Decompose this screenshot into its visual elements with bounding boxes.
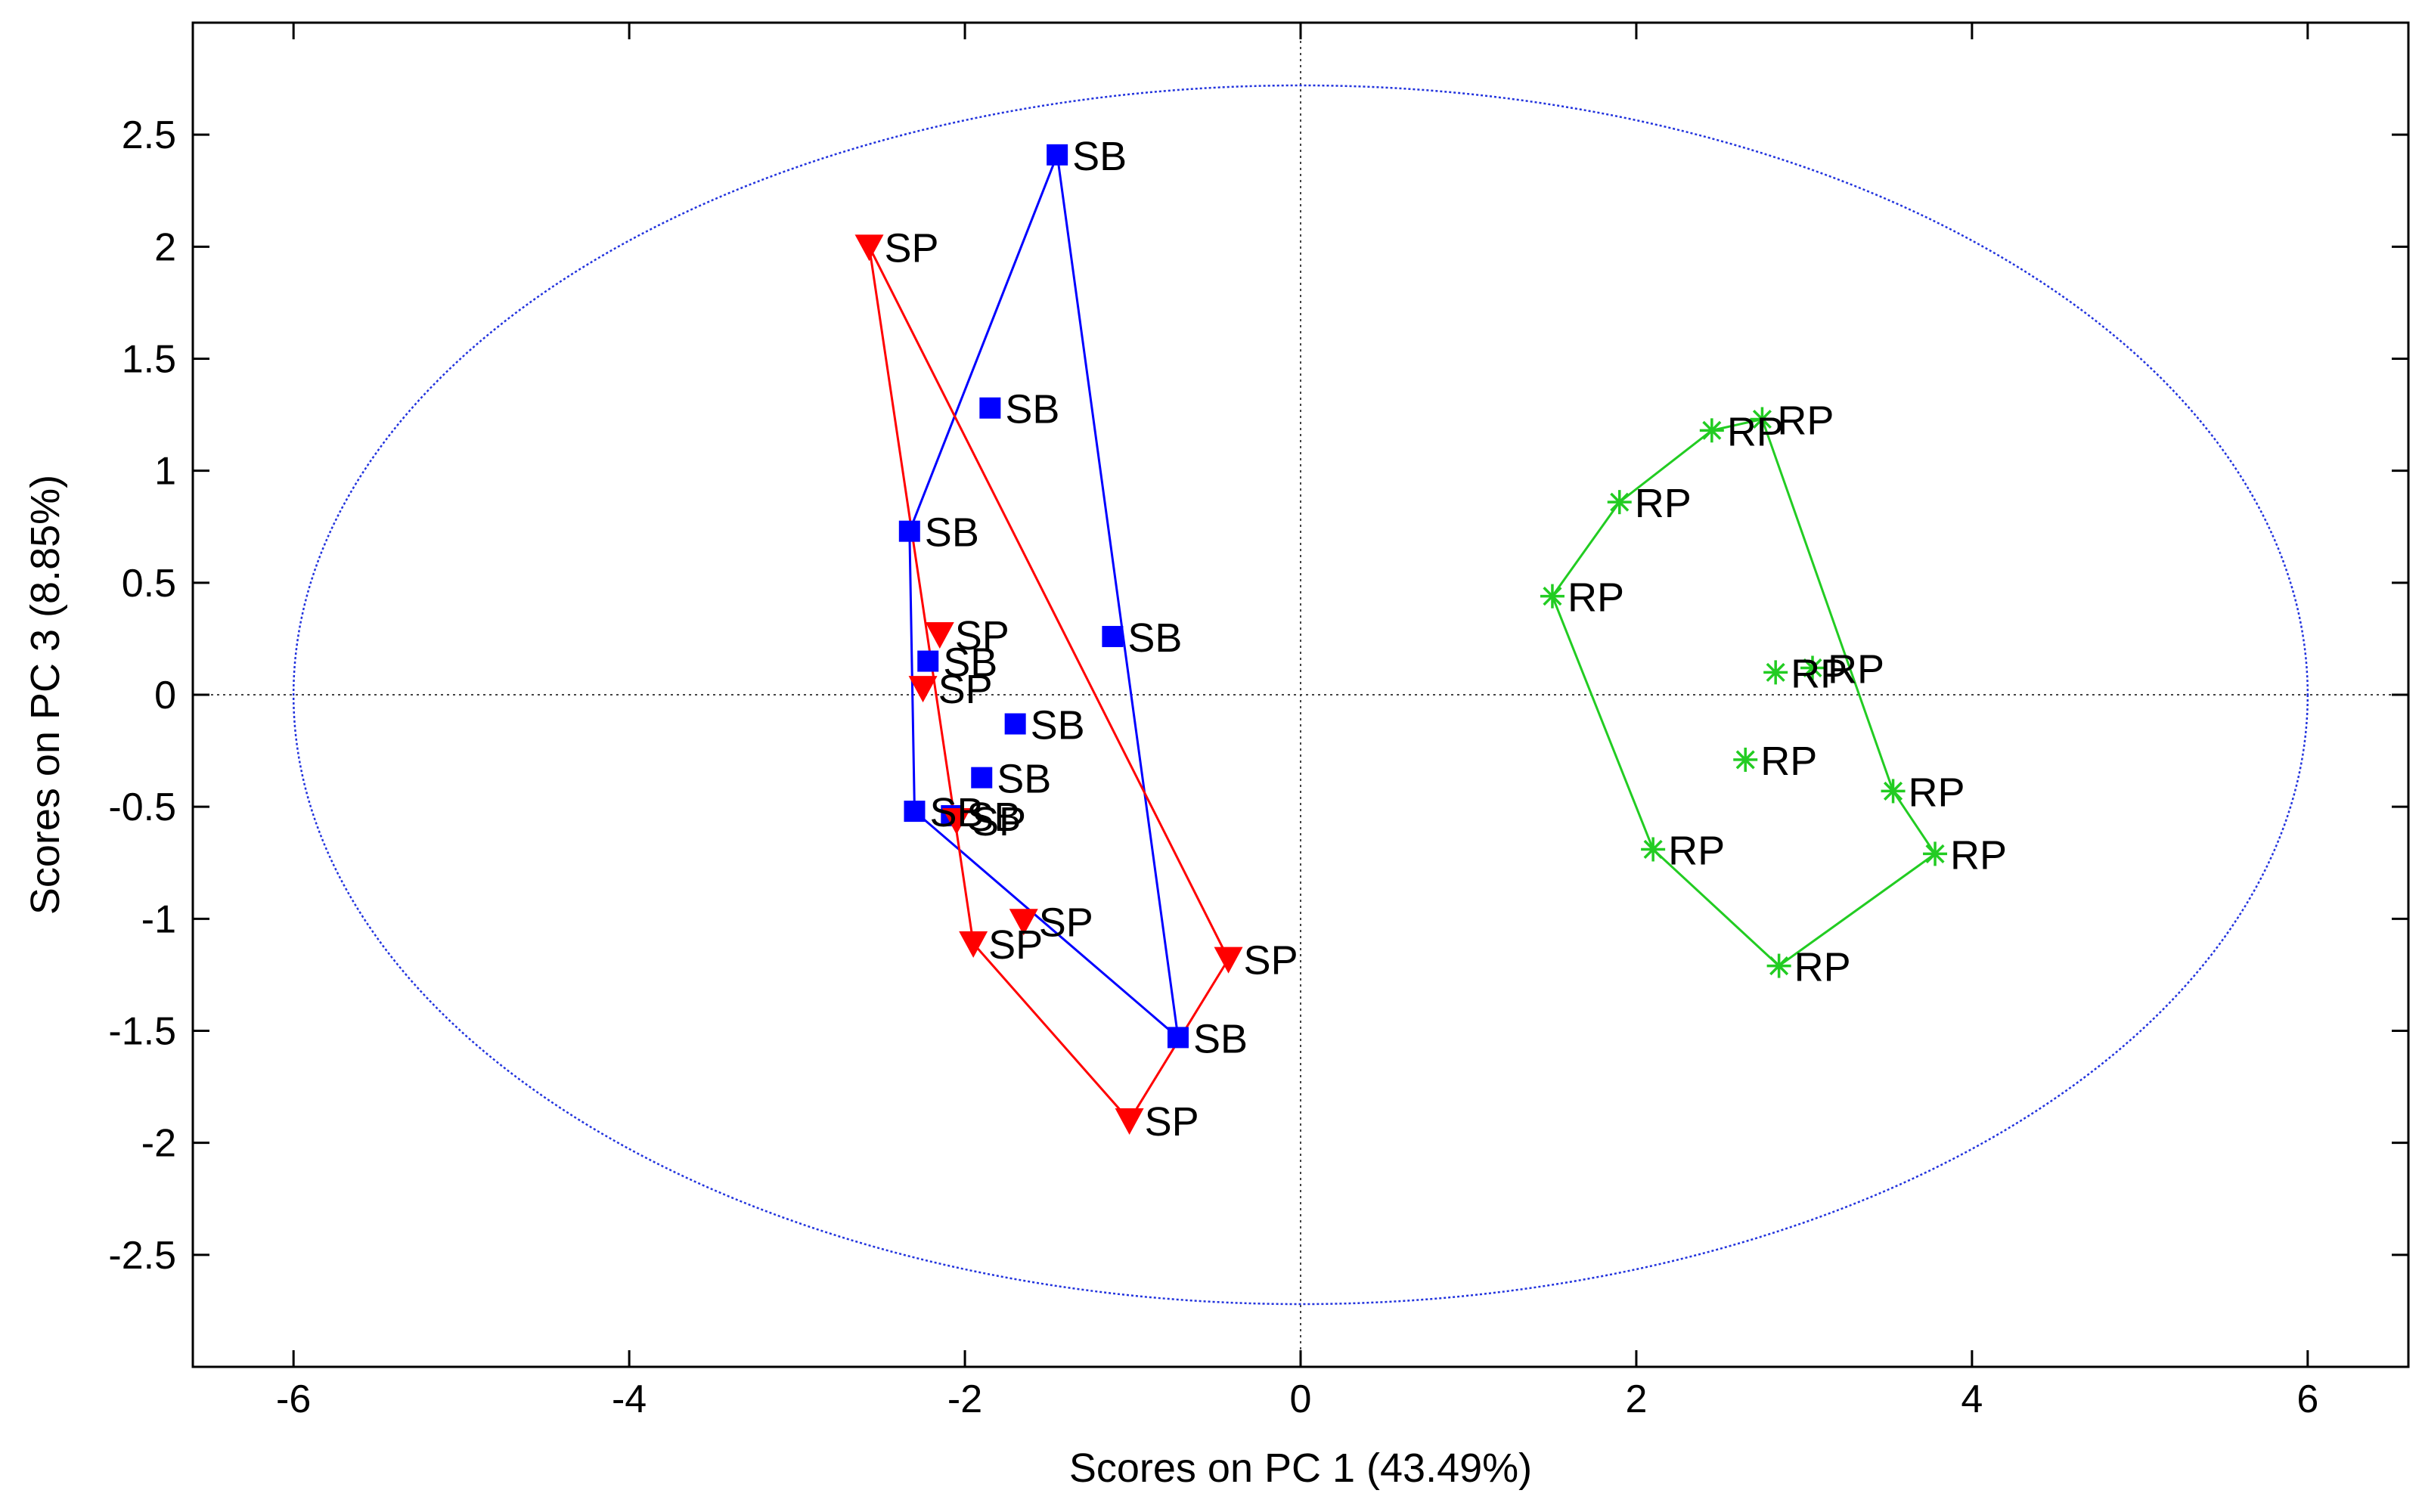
x-tick-label: 0 <box>1290 1377 1312 1421</box>
y-axis-title: Scores on PC 3 (8.85%) <box>23 475 68 915</box>
sb-point-label: SB <box>997 757 1051 802</box>
rp-point-marker <box>1766 953 1791 978</box>
x-tick-label: 2 <box>1625 1377 1647 1421</box>
rp-point-label: RP <box>1828 646 1884 692</box>
sb-point-label: SB <box>1005 387 1059 432</box>
sp-point-marker <box>941 807 971 835</box>
sp-point-marker <box>854 234 884 262</box>
sb-point-label: SB <box>1031 703 1085 748</box>
rp-point-label: RP <box>1794 945 1851 990</box>
rp-point-marker <box>1607 490 1632 515</box>
sp-point-label: SP <box>988 922 1043 968</box>
rp-point-marker <box>1540 584 1565 609</box>
y-tick-label: -0.5 <box>108 785 176 829</box>
sb-point-marker <box>971 767 993 789</box>
sp-point-marker <box>908 676 938 703</box>
y-tick-label: 2 <box>154 225 176 269</box>
sp-point-label: SP <box>1039 900 1093 945</box>
sp-point-marker <box>1009 909 1038 936</box>
rp-point-label: RP <box>1568 575 1624 621</box>
rp-point-marker <box>1750 407 1775 432</box>
y-tick-label: -1 <box>141 897 176 941</box>
rp-point-label: RP <box>1727 409 1784 454</box>
sb-point-marker <box>898 520 920 542</box>
sp-point-label: SP <box>972 799 1026 844</box>
y-tick-label: 0.5 <box>122 562 176 606</box>
x-tick-label: -4 <box>612 1377 647 1421</box>
sp-point-label: SP <box>955 613 1009 658</box>
x-axis-title: Scores on PC 1 (43.49%) <box>1069 1445 1532 1491</box>
sp-point-marker <box>925 621 954 649</box>
confidence-ellipse <box>292 84 2309 1306</box>
rp-point-marker <box>1699 418 1724 443</box>
x-tick-label: -6 <box>276 1377 311 1421</box>
y-tick-label: 1.5 <box>122 338 176 382</box>
x-tick-label: -2 <box>947 1377 982 1421</box>
rp-point-label: RP <box>1668 828 1725 873</box>
x-tick-label: 6 <box>2296 1377 2318 1421</box>
sb-point-marker <box>1047 144 1068 166</box>
x-tick-label: 4 <box>1961 1377 1983 1421</box>
sp-point-marker <box>1115 1108 1144 1136</box>
sb-point-marker <box>904 801 926 823</box>
rp-point-label: RP <box>1909 770 1965 815</box>
sp-point-label: SP <box>1244 938 1298 984</box>
rp-point-label: RP <box>1635 481 1692 526</box>
sb-point-marker <box>1004 713 1026 735</box>
y-tick-label: 0 <box>154 674 176 717</box>
y-tick-label: -1.5 <box>108 1010 176 1054</box>
sb-point-marker <box>917 650 939 672</box>
rp-point-marker <box>1641 837 1666 862</box>
sb-point-marker <box>1167 1027 1189 1049</box>
rp-point-label: RP <box>1760 739 1817 784</box>
sb-point-label: SB <box>1127 615 1182 661</box>
y-tick-label: 1 <box>154 450 176 494</box>
y-tick-label: -2.5 <box>108 1234 176 1278</box>
y-tick-label: -2 <box>141 1122 176 1166</box>
sb-point-marker <box>1102 625 1124 647</box>
sp-point-label: SP <box>938 667 993 712</box>
rp-point-marker <box>1923 841 1948 866</box>
sp-point-marker <box>959 931 988 958</box>
rp-point-label: RP <box>1777 398 1834 444</box>
sb-point-marker <box>979 397 1001 419</box>
rp-point-marker <box>1800 655 1825 680</box>
sb-point-label: SB <box>966 795 1021 840</box>
rp-point-marker <box>1733 747 1758 772</box>
sb-point-label: SB <box>925 510 979 556</box>
rp-point-marker <box>1881 779 1906 804</box>
sp-point-label: SP <box>885 225 939 271</box>
sb-point-label: SB <box>929 790 984 835</box>
sb-point-label: SB <box>1072 134 1127 179</box>
sp-point-label: SP <box>1145 1099 1199 1145</box>
rp-point-marker <box>1763 660 1788 685</box>
sb-point-label: SB <box>943 640 997 686</box>
rp-point-label: RP <box>1791 651 1847 696</box>
sp-point-marker <box>1214 947 1243 974</box>
rp-point-label: RP <box>1950 832 2007 878</box>
sb-point-label: SB <box>1193 1016 1248 1061</box>
y-tick-label: 2.5 <box>122 113 176 157</box>
